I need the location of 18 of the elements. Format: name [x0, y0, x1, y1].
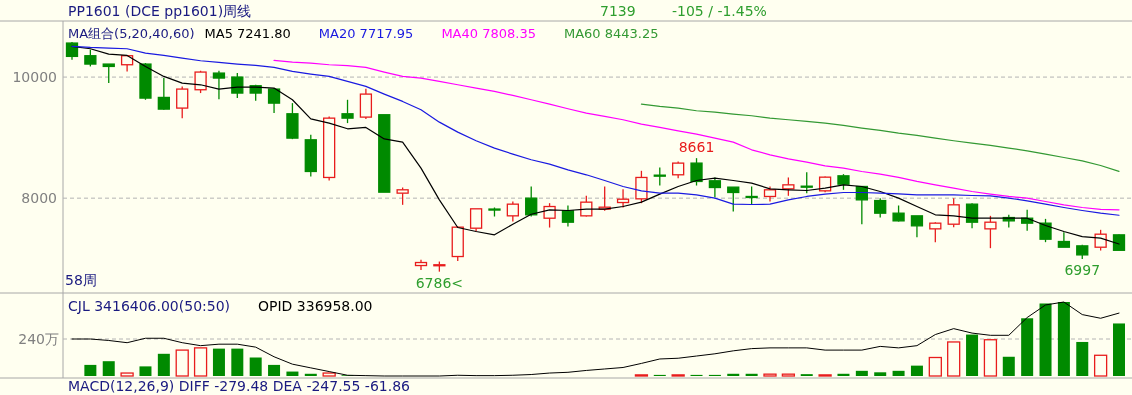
- annotation: OPID 336958.00: [258, 298, 373, 314]
- text: -105 / -1.45%: [672, 3, 767, 19]
- ref-line-label: 240万: [18, 331, 59, 347]
- text: 7139: [600, 3, 636, 19]
- annotation: 6997: [1064, 261, 1101, 278]
- annotation: 58周: [65, 272, 97, 288]
- annotation: 8661: [678, 139, 715, 156]
- text: MA40 7808.35: [441, 26, 536, 41]
- text: MACD(12,26,9) DIFF -279.48 DEA -247.55 -61.86: [68, 378, 411, 394]
- text: MA5 7241.80: [204, 26, 291, 41]
- annotation: 6786<: [415, 274, 464, 291]
- text: MA60 8443.25: [563, 26, 659, 41]
- y-tick-label: 8000: [21, 190, 57, 207]
- chart-title: PP1601 (DCE pp1601)周线: [68, 3, 252, 19]
- text: MA20 7717.95: [318, 26, 414, 41]
- y-tick-label: 10000: [12, 69, 57, 86]
- chart-title: CJL 3416406.00(50:50): [68, 298, 231, 314]
- legend-title: MA组合(5,20,40,60): [68, 26, 195, 41]
